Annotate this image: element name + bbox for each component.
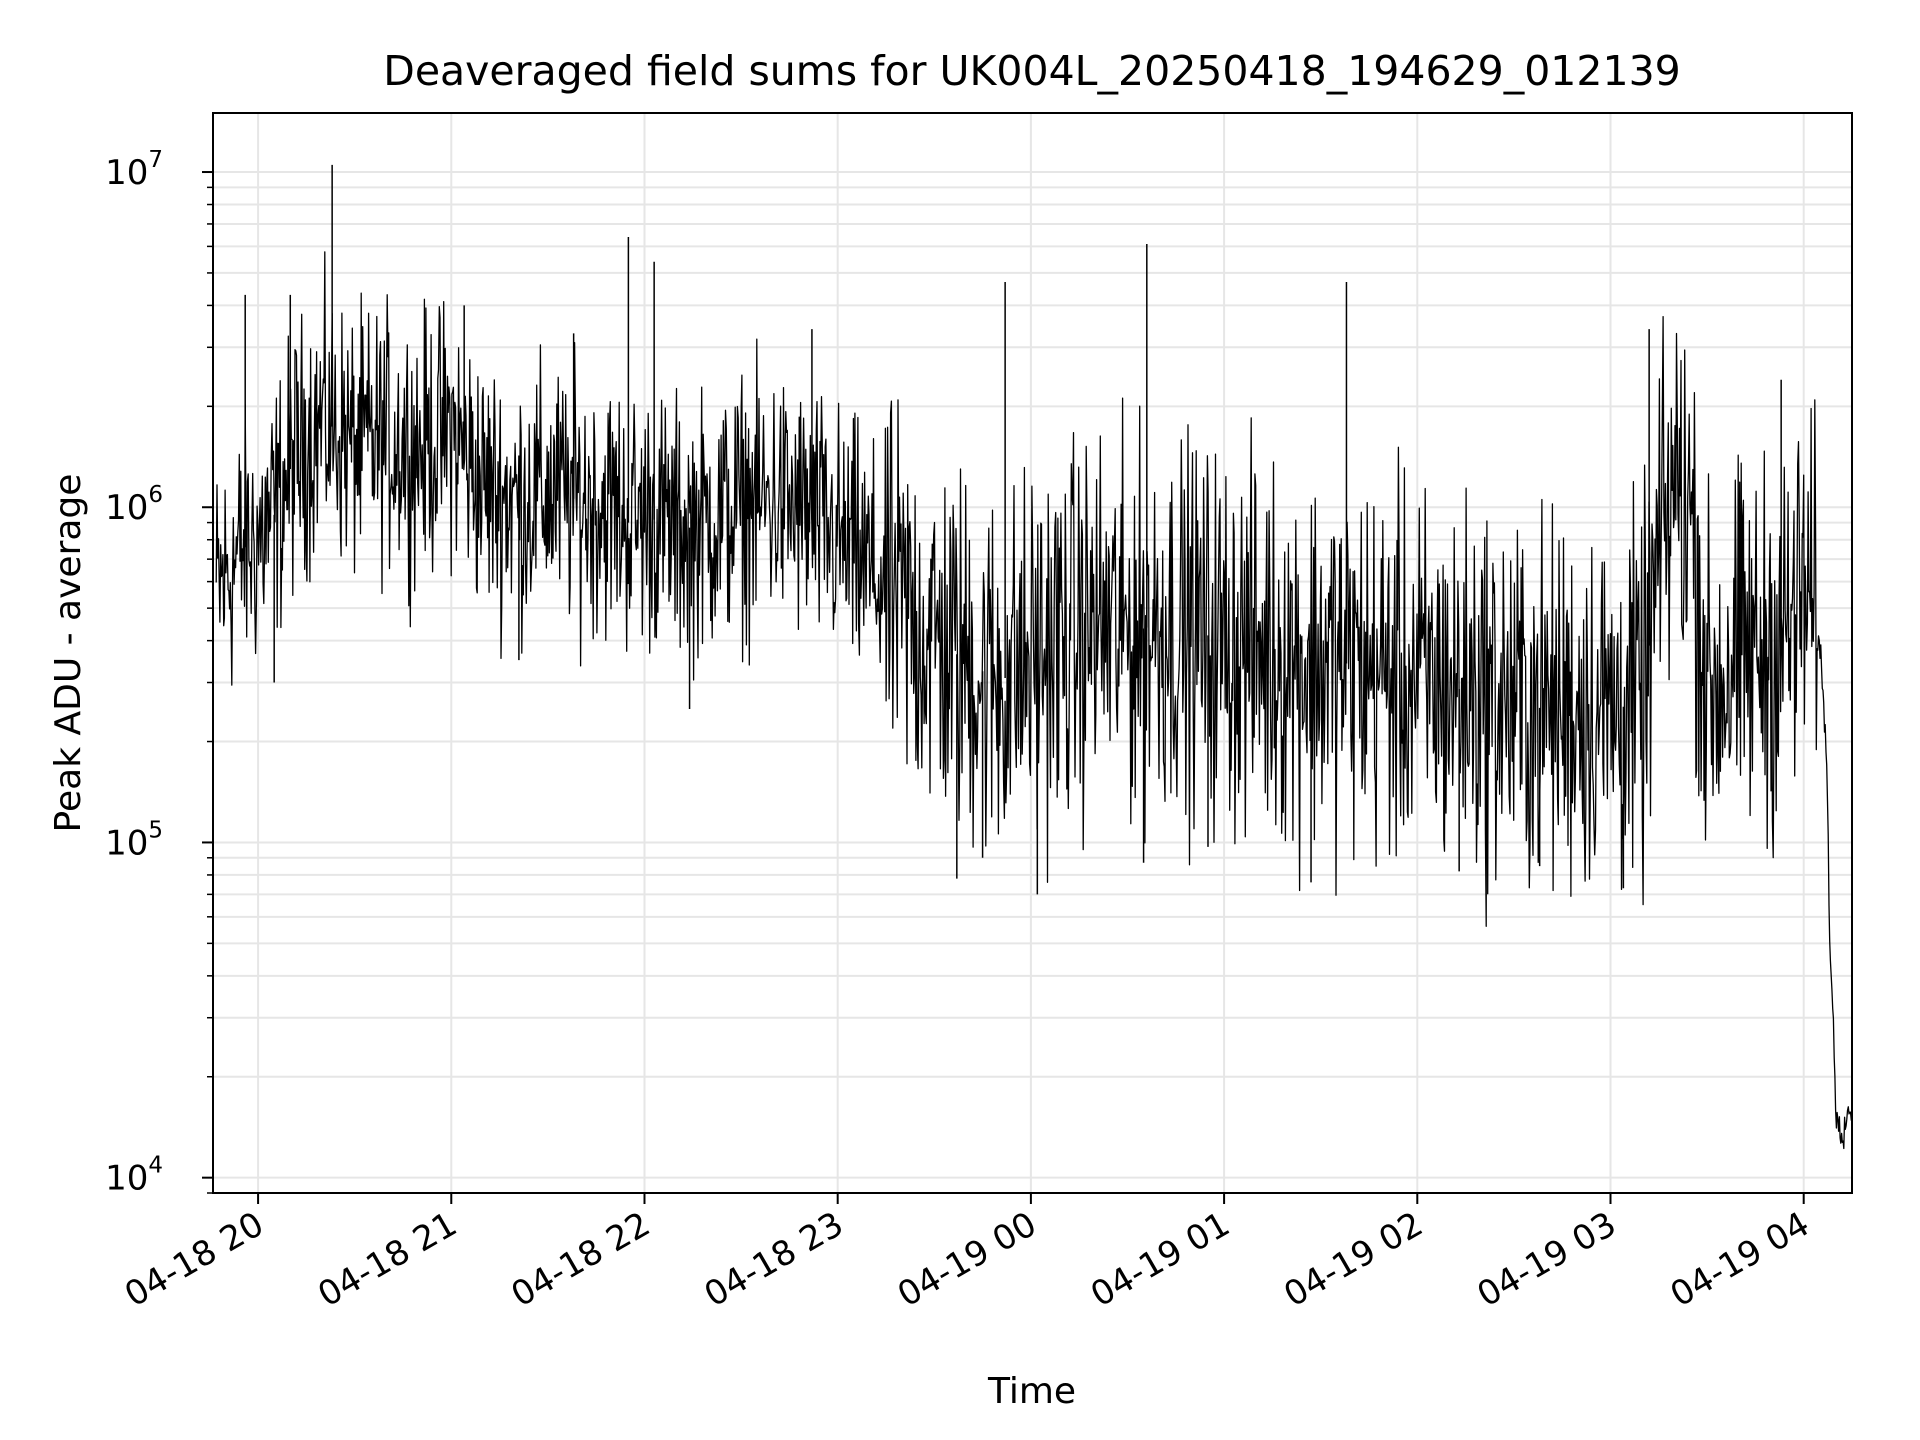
y-tick-exponent: 4 [148,1153,163,1179]
y-tick-exponent: 7 [148,147,163,173]
series-group [215,164,1853,1150]
plot-frame [212,112,1853,1194]
series-line [215,251,1853,1150]
y-tick-label: 105 [105,817,163,863]
y-tick-exponent: 6 [148,482,163,508]
y-tick-exponent: 5 [148,817,163,843]
chart-title: Deaveraged field sums for UK004L_2025041… [383,47,1681,95]
y-axis-label: Peak ADU - average [48,474,89,833]
x-axis-label: Time [987,1371,1076,1412]
y-tick-label: 106 [105,482,163,528]
x-gridlines [257,113,1805,1193]
